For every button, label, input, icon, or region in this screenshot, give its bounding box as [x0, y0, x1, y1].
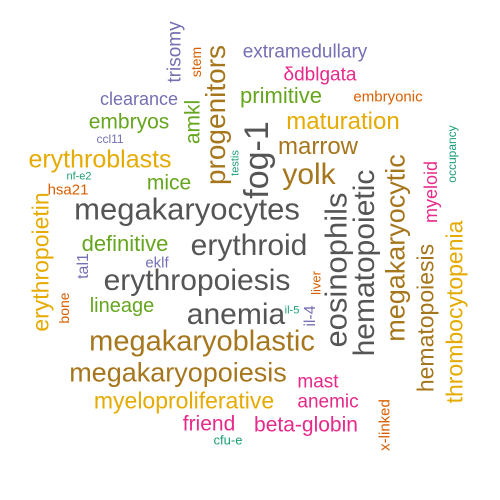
word-progenitors: progenitors — [200, 44, 231, 186]
word-eosinophils: eosinophils — [318, 192, 354, 348]
word-megakaryocytic: megakaryocytic — [380, 154, 411, 342]
word-tal1: tal1 — [75, 253, 92, 279]
word-trisomy: trisomy — [164, 21, 186, 83]
word-mast: mast — [297, 371, 339, 393]
word-il-4: il-4 — [302, 305, 319, 327]
word-nf-e2: nf-e2 — [66, 170, 92, 183]
word-clearance: clearance — [99, 89, 179, 109]
word-extramedullary: extramedullary — [242, 41, 368, 63]
word-fog-1: fog-1 — [238, 121, 276, 199]
word-cfu-e: cfu-e — [213, 432, 243, 448]
word-beta-globin: beta-globin — [254, 413, 358, 437]
word-il-5: il-5 — [284, 304, 300, 317]
word-megakaryoblastic: megakaryoblastic — [89, 325, 315, 358]
word-ccl11: ccl11 — [96, 132, 124, 146]
word-embryonic: embryonic — [353, 88, 423, 106]
word-marrow: marrow — [277, 133, 359, 160]
word-occupancy: occupancy — [445, 125, 459, 183]
word-definitive: definitive — [81, 231, 169, 256]
word-lineage: lineage — [89, 295, 155, 317]
word-mice: mice — [146, 171, 192, 195]
word-hsa21: hsa21 — [47, 181, 89, 199]
word-thrombocytopenia: thrombocytopenia — [441, 220, 468, 404]
word-x-linked: x-linked — [376, 399, 394, 451]
word-anemic: anemic — [297, 391, 359, 413]
word-dblgata: δdblgata — [283, 64, 357, 86]
word-maturation: maturation — [286, 108, 400, 135]
word-erythroid: erythroid — [190, 229, 308, 262]
word-friend: friend — [182, 412, 236, 436]
word-anemia: anemia — [186, 298, 286, 331]
word-myeloproliferative: myeloproliferative — [93, 387, 275, 414]
word-erythropoietin: erythropoietin — [27, 192, 54, 332]
word-embryos: embryos — [88, 110, 170, 134]
word-hematopoiesis: hematopoiesis — [412, 243, 439, 393]
word-megakaryopoiesis: megakaryopoiesis — [69, 357, 287, 388]
word-primitive: primitive — [240, 83, 322, 108]
word-bone: bone — [56, 292, 72, 324]
word-eklf: eklf — [145, 254, 169, 272]
word-liver: liver — [308, 271, 324, 295]
word-erythroblasts: erythroblasts — [28, 145, 172, 174]
word-yolk: yolk — [282, 158, 336, 191]
word-myeloid: myeloid — [421, 160, 441, 224]
word-erythropoiesis: erythropoiesis — [103, 264, 291, 297]
word-hematopoietic: hematopoietic — [348, 169, 381, 357]
word-megakaryocytes: megakaryocytes — [74, 191, 300, 227]
